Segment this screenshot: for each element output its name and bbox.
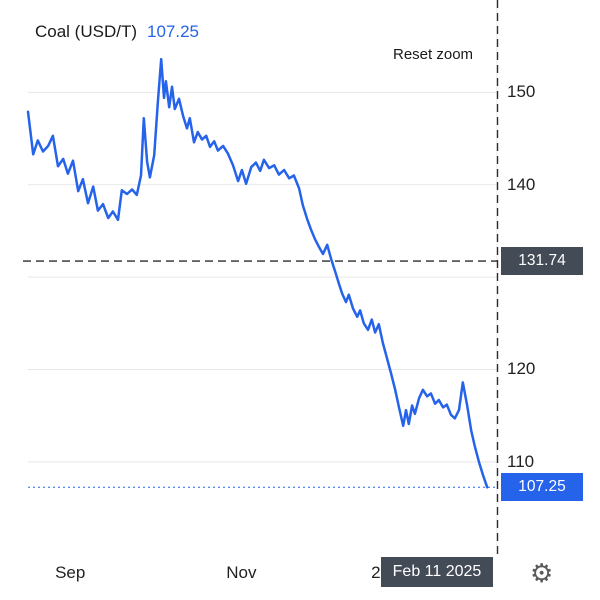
chart-current-value: 107.25 <box>147 22 200 41</box>
chart-title: Coal (USD/T) <box>35 22 138 41</box>
y-axis-label: 140 <box>507 174 536 194</box>
x-axis-label: Sep <box>55 563 86 582</box>
crosshair-date-badge: Feb 11 2025 <box>381 557 493 587</box>
y-axis-label: 110 <box>507 451 535 471</box>
crosshair-value-badge: 131.74 <box>501 247 583 276</box>
chart-title-row: Coal (USD/T) 107.25 <box>35 22 199 42</box>
current-price-badge: 107.25 <box>501 473 583 502</box>
y-axis-label: 150 <box>507 82 536 102</box>
settings-gear-icon[interactable]: ⚙ <box>530 558 554 588</box>
x-axis-label: Nov <box>226 563 257 582</box>
y-axis-label: 120 <box>507 359 536 379</box>
price-line <box>26 57 489 489</box>
reset-zoom-button[interactable]: Reset zoom <box>393 46 474 63</box>
